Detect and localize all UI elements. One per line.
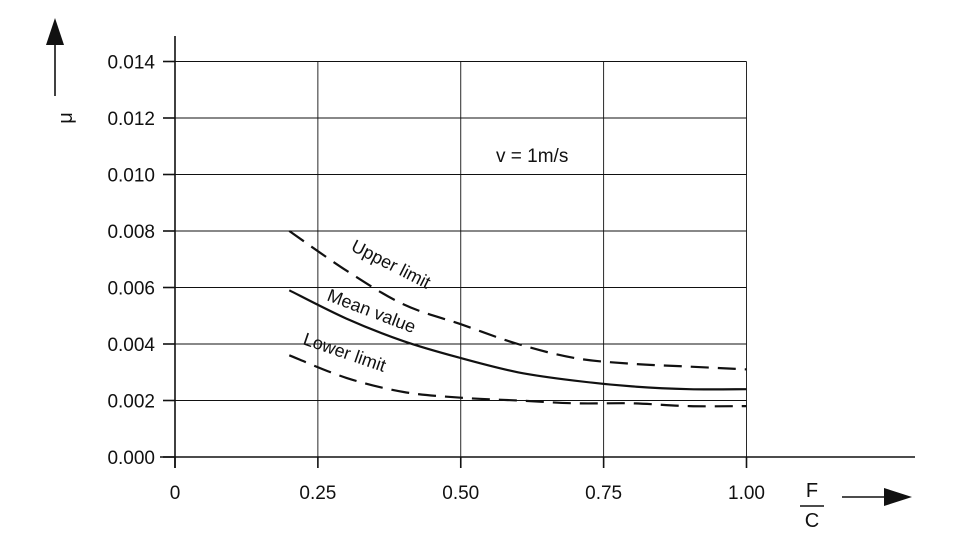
y-tick-label-5: 0.010 <box>107 166 155 187</box>
y-tick-label-7: 0.014 <box>107 53 155 74</box>
y-tick-label-2: 0.004 <box>107 335 155 356</box>
series-line-mean-value <box>288 289 747 391</box>
series-label-upper-limit: Upper limit <box>348 236 434 293</box>
x-tick-label-1: 0.25 <box>299 483 336 504</box>
x-tick-label-2: 0.50 <box>442 483 479 504</box>
y-tick-label-4: 0.008 <box>107 222 155 243</box>
y-tick-label-0: 0.000 <box>107 448 155 469</box>
x-tick-label-4: 1.00 <box>728 483 765 504</box>
axes <box>46 18 915 507</box>
y-tick-label-1: 0.002 <box>107 392 155 413</box>
series <box>288 230 747 408</box>
series-label-lower-limit: Lower limit <box>301 329 389 376</box>
series-line-lower-limit <box>288 354 747 408</box>
velocity-annotation: v = 1m/s <box>496 146 568 167</box>
x-tick-label-3: 0.75 <box>585 483 622 504</box>
y-arrow-head-icon <box>46 18 64 45</box>
grid <box>175 61 747 457</box>
x-axis-label-numerator: F <box>806 480 818 502</box>
y-axis-label: μ <box>55 112 77 124</box>
x-arrow-head-icon <box>884 488 912 506</box>
y-tick-label-6: 0.012 <box>107 109 155 130</box>
tick-labels: 0.000 0.002 0.004 0.006 0.008 0.010 0.012 0.014… <box>107 53 765 505</box>
y-tick-label-3: 0.006 <box>107 279 155 300</box>
series-line-upper-limit <box>288 230 747 371</box>
x-axis-label-denominator: C <box>805 510 819 532</box>
x-tick-label-0: 0 <box>170 483 181 504</box>
